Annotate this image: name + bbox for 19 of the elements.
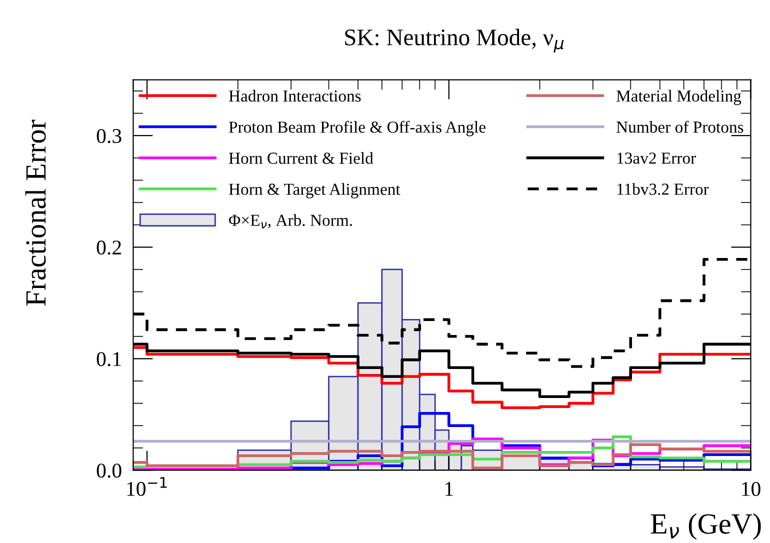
- legend-label: 13av2 Error: [618, 152, 696, 164]
- legend-label: Number of Protons: [616, 120, 744, 133]
- legend-label: Material Modeling: [616, 90, 742, 106]
- legend-label: 11bv3.2 Error: [618, 183, 709, 195]
- legend-label: Φ×E$_{ν}$, Arb. Norm.: [229, 214, 352, 228]
- x-tick-label: 10$^{−1}$: [127, 477, 167, 496]
- x-axis-title: E$_{ν}$ (GeV): [650, 513, 761, 540]
- y-tick-label: 0.0: [96, 464, 122, 478]
- y-tick-label: 0.3: [96, 128, 122, 144]
- legend-label: Horn & Target Alignment: [228, 183, 400, 198]
- y-tick-label: 0.2: [96, 240, 121, 255]
- chart-title: SK: Neutrino Mode, ν$_{μ}$: [345, 28, 564, 52]
- x-tick-label: 10: [742, 482, 760, 496]
- x-tick-label: 1: [446, 482, 453, 496]
- y-axis-title: Fractional Error: [25, 120, 46, 306]
- legend-label: Hadron Interactions: [228, 90, 361, 102]
- legend-label: Proton Beam Profile & Off-axis Angle: [228, 120, 486, 136]
- y-tick-label: 0.1: [96, 352, 121, 366]
- legend-label: Horn Current & Field: [228, 152, 374, 164]
